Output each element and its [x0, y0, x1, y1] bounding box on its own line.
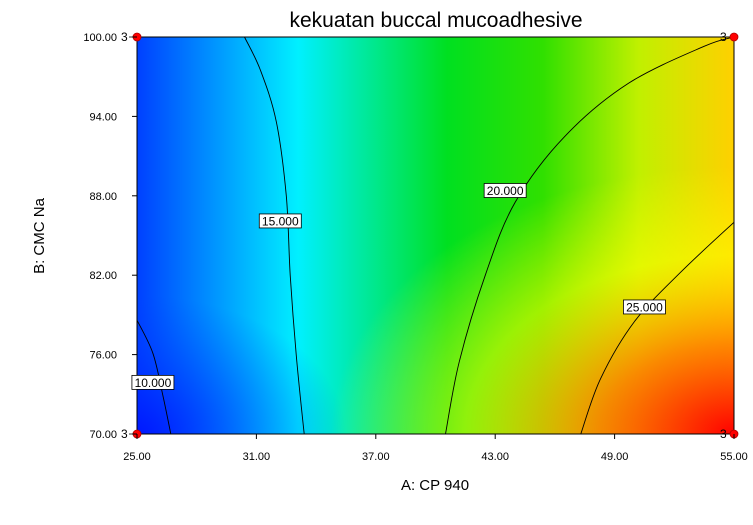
plot-frame: [136, 36, 735, 435]
contour-label: 15.000: [258, 213, 302, 229]
design-point-count: 3: [121, 30, 128, 44]
contour-line: [580, 221, 735, 435]
y-tick-label: 76.00: [89, 350, 117, 362]
y-axis-label: B: CMC Na: [31, 197, 48, 274]
y-tick-label: 70.00: [89, 429, 117, 441]
contour-label: 25.000: [623, 299, 666, 315]
contour-label-box: [258, 213, 302, 229]
plot-area: 10.000 15.000 20.000 25.000 3 3 3 3: [121, 30, 739, 441]
contour-label-text: 10.000: [135, 376, 172, 390]
contour-line: [244, 36, 305, 435]
contour-label-text: 25.000: [626, 300, 663, 314]
contour-label-box: [623, 299, 666, 315]
y-axis: 70.00 76.00 82.00 88.00 94.00 100.00: [83, 32, 137, 441]
x-tick-label: 55.00: [720, 451, 748, 463]
contour-line: [136, 320, 172, 435]
contour-label-box: [131, 374, 175, 390]
y-tick-label: 100.00: [83, 32, 117, 44]
x-tick-label: 37.00: [362, 451, 390, 463]
x-tick-label: 31.00: [243, 451, 271, 463]
contour-label: 20.000: [483, 183, 527, 198]
y-tick-label: 88.00: [89, 191, 117, 203]
y-tick-label: 82.00: [89, 270, 117, 282]
contour-labels: 10.000 15.000 20.000 25.000: [131, 183, 666, 390]
contour-line: [445, 36, 735, 435]
contour-label-text: 15.000: [262, 214, 299, 228]
design-point-count: 3: [121, 427, 128, 441]
plot-cool-overlay: [137, 37, 734, 434]
x-tick-label: 43.00: [481, 451, 509, 463]
y-tick-label: 94.00: [89, 111, 117, 123]
design-point-count: 3: [720, 30, 727, 44]
chart-title: kekuatan buccal mucoadhesive: [289, 9, 582, 32]
contour-label: 10.000: [131, 374, 175, 390]
x-axis-label: A: CP 940: [401, 477, 469, 494]
x-axis: 25.00 31.00 37.00 43.00 49.00 55.00: [123, 434, 748, 463]
design-point-count: 3: [720, 427, 727, 441]
contour-label-text: 20.000: [487, 184, 524, 198]
design-points: 3 3 3 3: [121, 30, 739, 441]
contour-label-box: [483, 183, 527, 198]
x-tick-label: 25.00: [123, 451, 151, 463]
x-tick-label: 49.00: [601, 451, 629, 463]
contour-lines: [136, 36, 735, 435]
design-point: [729, 32, 739, 42]
